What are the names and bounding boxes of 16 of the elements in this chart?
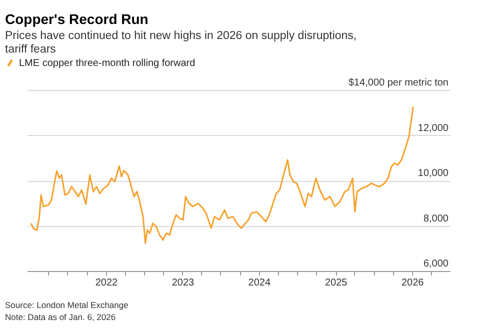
y-tick-label: $14,000 per metric ton — [348, 78, 448, 88]
x-tick-label: 2023 — [172, 278, 195, 288]
x-tick-label: 2022 — [95, 278, 118, 288]
text: tariff fears — [5, 44, 56, 56]
x-tick-label: 2024 — [248, 278, 271, 288]
x-tick-label: 2025 — [324, 278, 348, 288]
source-note: Source: London Metal Exchange — [5, 300, 129, 310]
y-tick-label: 6,000 — [423, 258, 449, 270]
y-tick-label: 10,000 — [418, 168, 449, 179]
text: Prices have continued to hit new highs in 2026 on supply disruptions, — [5, 30, 357, 42]
x-tick-label: 2026 — [401, 278, 424, 288]
y-tick-label: 8,000 — [423, 213, 449, 224]
legend-label: LME copper three-month rolling forward — [19, 58, 196, 69]
text: Note: Data as of Jan. 6, 2026 — [5, 312, 116, 322]
y-tick-label: 12,000 — [418, 122, 449, 134]
chart-title: Copper's Record Run — [5, 11, 148, 27]
